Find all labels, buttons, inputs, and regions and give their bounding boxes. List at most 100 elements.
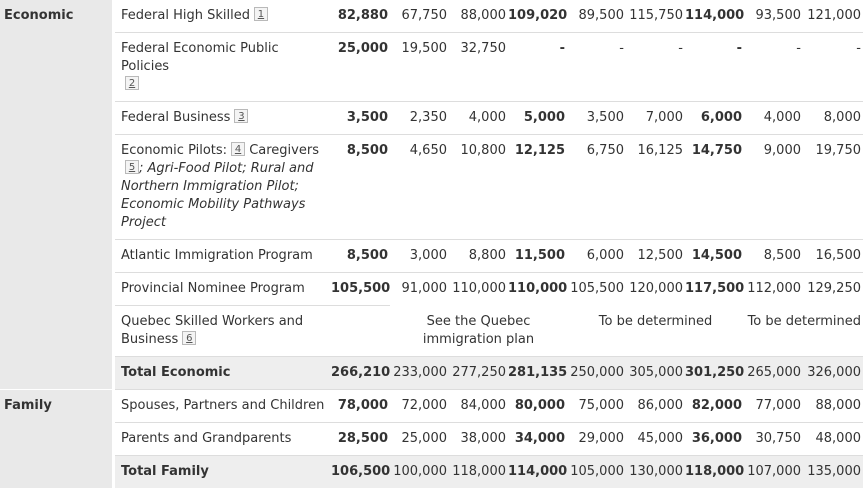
value-cell: 25,000	[390, 423, 449, 456]
value-cell: -	[567, 33, 626, 102]
footnote-link-3[interactable]: 3	[234, 109, 248, 123]
value-cell: 250,000	[567, 357, 626, 390]
value-cell: 78,000	[331, 390, 390, 423]
value-cell: 32,750	[449, 33, 508, 102]
value-cell: 12,500	[626, 240, 685, 273]
value-cell: 129,250	[803, 273, 863, 306]
value-cell: 19,500	[390, 33, 449, 102]
footnote-link-2[interactable]: 2	[125, 76, 139, 90]
value-cell: 114,000	[508, 456, 567, 488]
value-cell: 100,000	[390, 456, 449, 488]
row-label: Atlantic Immigration Program	[115, 240, 331, 273]
quebec-plan-note: See the Quebec immigration plan	[390, 306, 567, 357]
value-cell: 8,000	[803, 102, 863, 135]
value-cell: 25,000	[331, 33, 390, 102]
value-cell: 48,000	[803, 423, 863, 456]
value-cell: 114,000	[685, 0, 744, 33]
value-cell: 8,500	[331, 135, 390, 240]
value-cell: 6,750	[567, 135, 626, 240]
value-cell: 3,000	[390, 240, 449, 273]
value-cell: 84,000	[449, 390, 508, 423]
value-cell: 105,500	[331, 273, 390, 306]
value-cell: 2,350	[390, 102, 449, 135]
value-cell: 14,500	[685, 240, 744, 273]
value-cell: 277,250	[449, 357, 508, 390]
footnote-link-1[interactable]: 1	[254, 7, 268, 21]
row-label: Provincial Nominee Program	[115, 273, 331, 306]
row-label: Spouses, Partners and Children	[115, 390, 331, 423]
value-cell: 34,000	[508, 423, 567, 456]
footnote-link-6[interactable]: 6	[182, 331, 196, 345]
value-cell: 88,000	[449, 0, 508, 33]
category-family: Family	[0, 390, 112, 488]
value-cell: 118,000	[449, 456, 508, 488]
value-cell: 80,000	[508, 390, 567, 423]
value-cell: -	[744, 33, 803, 102]
value-cell: -	[685, 33, 744, 102]
value-cell: 28,500	[331, 423, 390, 456]
value-cell: 266,210	[331, 357, 390, 390]
value-cell: 75,000	[567, 390, 626, 423]
value-cell: 115,750	[626, 0, 685, 33]
value-cell: 93,500	[744, 0, 803, 33]
value-cell: 107,000	[744, 456, 803, 488]
value-cell: 9,000	[744, 135, 803, 240]
value-cell: 109,020	[508, 0, 567, 33]
value-cell: 6,000	[685, 102, 744, 135]
value-cell: 120,000	[626, 273, 685, 306]
value-cell: 110,000	[508, 273, 567, 306]
value-cell: 8,500	[744, 240, 803, 273]
value-cell: 86,000	[626, 390, 685, 423]
value-cell: 7,000	[626, 102, 685, 135]
value-cell: 12,125	[508, 135, 567, 240]
value-cell: 301,250	[685, 357, 744, 390]
value-cell: 326,000	[803, 357, 863, 390]
value-cell: 82,000	[685, 390, 744, 423]
value-cell: 130,000	[626, 456, 685, 488]
category-economic: Economic	[0, 0, 112, 390]
value-cell: 135,000	[803, 456, 863, 488]
value-cell: 16,125	[626, 135, 685, 240]
value-cell: 3,500	[567, 102, 626, 135]
value-cell: 88,000	[803, 390, 863, 423]
value-cell: 67,750	[390, 0, 449, 33]
value-cell: 112,000	[744, 273, 803, 306]
value-cell: 8,500	[331, 240, 390, 273]
value-cell: 72,000	[390, 390, 449, 423]
value-cell: 4,000	[744, 102, 803, 135]
value-cell: 77,000	[744, 390, 803, 423]
value-cell: 3,500	[331, 102, 390, 135]
value-cell: 16,500	[803, 240, 863, 273]
value-cell: 4,650	[390, 135, 449, 240]
row-label: Total Economic	[115, 357, 331, 390]
value-cell: 89,500	[567, 0, 626, 33]
value-cell: 45,000	[626, 423, 685, 456]
value-cell: 36,000	[685, 423, 744, 456]
value-cell: -	[508, 33, 567, 102]
value-cell: 110,000	[449, 273, 508, 306]
value-cell: -	[803, 33, 863, 102]
value-cell: 30,750	[744, 423, 803, 456]
value-cell: 8,800	[449, 240, 508, 273]
footnote-link-5[interactable]: 5	[125, 160, 139, 174]
value-cell: 82,880	[331, 0, 390, 33]
footnote-link-4[interactable]: 4	[231, 142, 245, 156]
row-label: Parents and Grandparents	[115, 423, 331, 456]
value-cell: 5,000	[508, 102, 567, 135]
row-label: Total Family	[115, 456, 331, 488]
value-cell: 265,000	[744, 357, 803, 390]
value-cell: 29,000	[567, 423, 626, 456]
value-cell: 121,000	[803, 0, 863, 33]
